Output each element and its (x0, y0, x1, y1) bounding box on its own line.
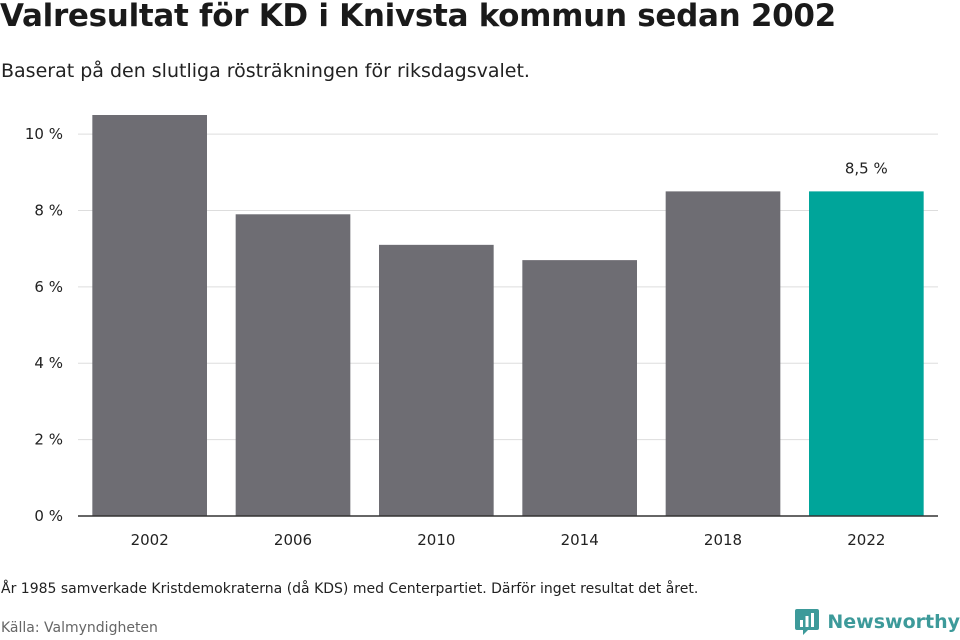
x-axis-ticks: 2002 2006 2010 2014 2018 2022 (131, 531, 886, 549)
bar-2018 (665, 191, 781, 516)
chart-subtitle: Baserat på den slutliga rösträkningen fö… (1, 60, 530, 82)
data-labels: 8,5 % (845, 159, 888, 177)
source-note: Källa: Valmyndigheten (1, 620, 158, 636)
bar-2006 (235, 214, 351, 517)
x-tick-label: 2010 (417, 531, 455, 549)
y-tick-label: 8 % (34, 201, 63, 219)
y-tick-label: 4 % (34, 354, 63, 372)
data-label-2022: 8,5 % (845, 159, 888, 177)
brand-name: Newsworthy (827, 611, 960, 633)
x-tick-label: 2006 (274, 531, 312, 549)
brand: Newsworthy (794, 607, 960, 637)
bar-2014 (522, 260, 637, 516)
y-tick-label: 10 % (25, 125, 63, 143)
chart-title: Valresultat för KD i Knivsta kommun seda… (0, 0, 836, 34)
gridlines (78, 133, 938, 441)
y-tick-label: 0 % (34, 507, 63, 525)
newsworthy-logo-icon (795, 609, 820, 635)
x-tick-label: 2022 (847, 531, 885, 549)
y-tick-label: 2 % (34, 431, 63, 449)
x-tick-label: 2018 (704, 531, 742, 549)
bar-2010 (379, 244, 494, 516)
x-tick-label: 2002 (131, 531, 169, 549)
y-axis-ticks: 0 % 2 % 4 % 6 % 8 % 10 % (25, 125, 63, 525)
x-tick-label: 2014 (561, 531, 599, 549)
y-tick-label: 6 % (34, 278, 63, 296)
footnote: År 1985 samverkade Kristdemokraterna (då… (1, 581, 699, 597)
bar-2002 (92, 115, 207, 516)
bar-2022 (809, 191, 924, 516)
bars (92, 115, 924, 517)
bar-chart: 0 % 2 % 4 % 6 % 8 % 10 % 2002 2006 2010 2014 2018… (25, 115, 938, 549)
